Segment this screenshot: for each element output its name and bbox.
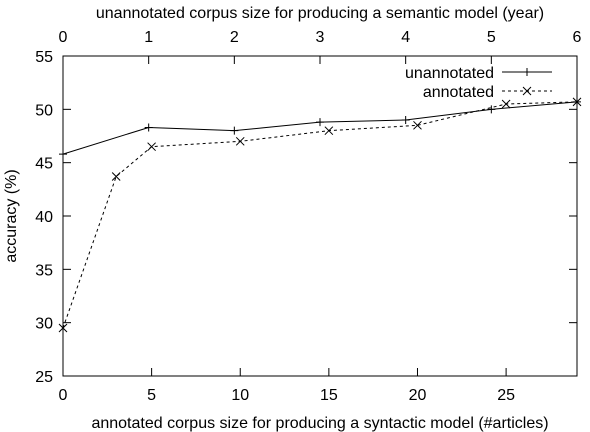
legend-label-unannotated: unannotated: [405, 65, 494, 82]
series-unannotated-point-0: [59, 150, 67, 159]
series-annotated-point-7: [572, 97, 582, 107]
x-tick-label-1: 5: [147, 387, 156, 404]
legend-marker-annotated: [522, 86, 532, 96]
series-annotated-point-5: [413, 120, 422, 130]
y-tick-label-2: 35: [35, 262, 53, 279]
legend: unannotated annotated: [405, 65, 552, 101]
series-annotated-point-3: [235, 136, 245, 146]
legend-marker-unannotated: [523, 68, 531, 76]
x-tick-label-5: 25: [497, 387, 515, 404]
x2-tick-label-3: 3: [316, 29, 325, 46]
series-unannotated-line: [62, 101, 578, 155]
y-tick-label-6: 55: [35, 49, 53, 66]
x-tick-label-4: 20: [409, 387, 427, 404]
x-tick-label-3: 15: [320, 387, 338, 404]
x2-tick-label-0: 0: [59, 29, 68, 46]
x-tick-label-0: 0: [59, 387, 68, 404]
y-tick-label-3: 40: [35, 209, 53, 226]
x2-tick-label-1: 1: [144, 29, 153, 46]
y-tick-label-5: 50: [35, 102, 53, 119]
series-annotated-point-1: [111, 172, 121, 181]
series-annotated-point-4: [324, 126, 334, 136]
series-unannotated-point-3: [316, 118, 324, 127]
series-annotated-point-6: [501, 99, 511, 109]
y-tick-label-0: 25: [35, 369, 53, 386]
top-axis-title: unannotated corpus size for producing a …: [96, 5, 544, 22]
plot-frame: [62, 55, 578, 377]
series-annotated-line: [62, 101, 578, 329]
series-layer: [58, 97, 582, 333]
y-axis-title: accuracy (%): [3, 169, 20, 262]
x2-tick-label-4: 4: [401, 29, 410, 46]
x2-tick-label-6: 6: [573, 29, 582, 46]
legend-label-annotated: annotated: [423, 84, 494, 101]
y-tick-label-1: 30: [35, 316, 53, 333]
x2-tick-label-5: 5: [487, 29, 496, 46]
series-annotated-point-2: [147, 142, 156, 152]
series-unannotated-point-4: [401, 116, 410, 124]
y-tick-label-4: 45: [35, 156, 53, 173]
series-unannotated-point-1: [144, 123, 153, 132]
bottom-axis-title: annotated corpus size for producing a sy…: [91, 415, 548, 432]
x2-tick-label-2: 2: [230, 29, 239, 46]
series-unannotated-point-2: [230, 126, 239, 135]
series-unannotated-point-5: [487, 105, 496, 114]
x-tick-label-2: 10: [231, 387, 249, 404]
series-annotated-point-0: [58, 323, 68, 333]
